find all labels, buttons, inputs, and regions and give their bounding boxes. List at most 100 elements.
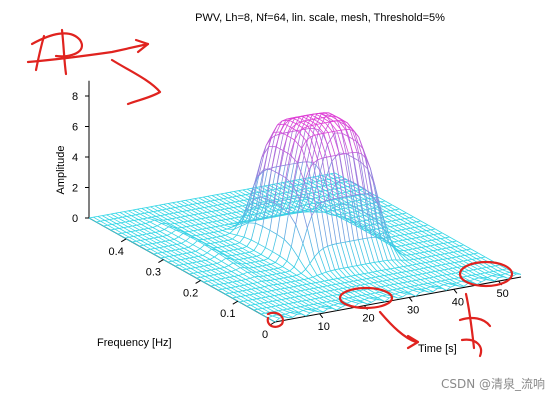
mesh-line (442, 258, 448, 260)
mesh-line (383, 205, 388, 207)
mesh-line (312, 275, 318, 278)
mesh-line (202, 270, 207, 272)
mesh-line (366, 278, 374, 284)
mesh-line (246, 288, 252, 291)
mesh-line (242, 189, 251, 195)
mesh-line (308, 303, 314, 306)
mesh-line (412, 221, 417, 223)
mesh-line (131, 241, 140, 247)
mesh-line (206, 211, 215, 217)
mesh-line (201, 202, 209, 208)
mesh-line (306, 115, 314, 120)
mesh-line (295, 279, 300, 282)
mesh-line (367, 301, 372, 305)
mesh-line (177, 254, 186, 260)
mesh-line (172, 244, 178, 246)
mesh-line (189, 272, 194, 275)
mesh-line (297, 285, 306, 291)
mesh-line (448, 252, 457, 258)
mesh-line (352, 266, 360, 275)
mesh-line (187, 262, 193, 264)
mesh-line (399, 250, 407, 256)
mesh-line (405, 228, 414, 234)
mesh-line (243, 236, 252, 241)
mesh-line (333, 198, 342, 243)
mesh-line (309, 310, 315, 314)
mesh-line (165, 240, 173, 246)
mesh-line (227, 197, 236, 203)
mesh-line (278, 193, 287, 199)
mesh-line (236, 195, 242, 197)
mesh-line (166, 251, 174, 256)
mesh-line (193, 214, 202, 220)
mesh-line (235, 267, 241, 271)
mesh-line (258, 145, 267, 176)
mesh-line (240, 296, 249, 301)
mesh-line (387, 220, 392, 223)
mesh-line (473, 268, 478, 271)
mesh-line (185, 215, 190, 217)
mesh-line (291, 127, 300, 133)
mesh-line (380, 299, 385, 302)
mesh-line (117, 233, 125, 239)
mesh-line (181, 200, 189, 206)
mesh-line (441, 248, 450, 254)
mesh-line (257, 308, 263, 310)
mesh-line (305, 188, 313, 194)
mesh-line (408, 275, 414, 277)
mesh-line (293, 301, 298, 304)
mesh-line (216, 194, 224, 200)
mesh-line (239, 301, 247, 307)
mesh-line (393, 283, 402, 289)
mesh-line (173, 254, 179, 256)
mesh-line (377, 202, 386, 240)
mesh-line (326, 200, 335, 206)
mesh-line (306, 128, 315, 162)
mesh-line (232, 196, 240, 202)
mesh-line (416, 263, 422, 265)
mesh-line (437, 248, 442, 251)
mesh-line (290, 162, 299, 199)
mesh-line (312, 293, 320, 299)
mesh-line (302, 310, 311, 314)
mesh-line (295, 162, 304, 199)
mesh-line (254, 260, 260, 263)
mesh-line (276, 300, 285, 305)
mesh-line (229, 250, 237, 256)
mesh-line (478, 277, 486, 280)
mesh-line (279, 239, 285, 257)
mesh-line (193, 272, 201, 278)
mesh-line (274, 133, 280, 137)
mesh-line (403, 265, 408, 267)
time-tick-mark (408, 297, 413, 302)
mesh-line (401, 213, 410, 219)
mesh-line (149, 238, 157, 244)
mesh-line (313, 118, 319, 120)
mesh-line (446, 274, 455, 279)
mesh-line (262, 307, 267, 309)
mesh-line (174, 265, 183, 271)
mesh-line (209, 275, 217, 280)
mesh-line (223, 282, 229, 284)
mesh-line (196, 218, 202, 220)
mesh-line (434, 259, 439, 262)
mesh-line (170, 249, 176, 252)
mesh-line (230, 258, 238, 264)
mesh-line (430, 271, 439, 277)
mesh-line (328, 199, 337, 244)
mesh-line (362, 278, 367, 280)
mesh-line (319, 132, 324, 135)
mesh-line (397, 213, 403, 215)
mesh-line (210, 285, 218, 291)
frequency-tick-label: 0 (262, 329, 268, 341)
mesh-line (288, 316, 293, 319)
mesh-line (301, 300, 310, 306)
mesh-line (339, 198, 348, 203)
mesh-line (265, 296, 271, 298)
mesh-line (160, 241, 169, 247)
mesh-line (196, 234, 201, 236)
mesh-line (232, 296, 237, 299)
mesh-line (451, 273, 459, 279)
mesh-line (408, 249, 416, 255)
